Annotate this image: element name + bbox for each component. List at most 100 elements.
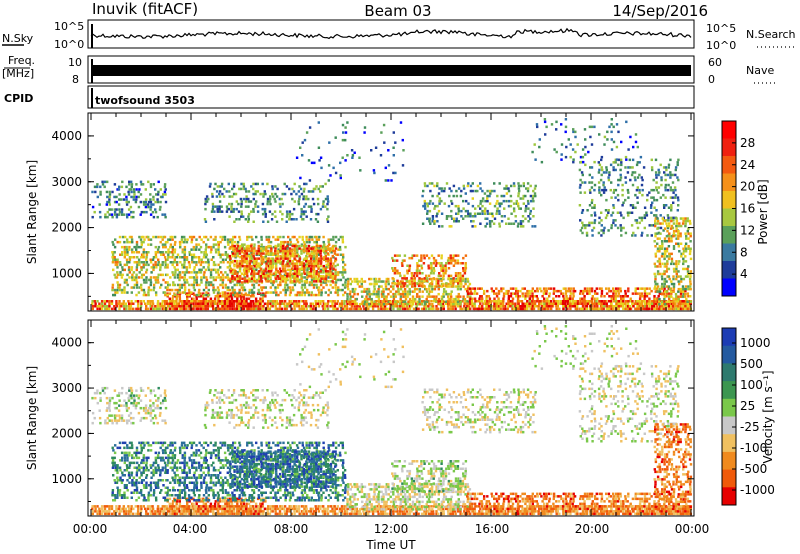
power-cell: [665, 300, 668, 303]
power-cell: [385, 280, 388, 283]
power-cell: [328, 243, 331, 246]
power-cell: [673, 186, 677, 189]
power-cell: [435, 305, 438, 308]
power-cell: [667, 163, 671, 167]
power-cell: [207, 266, 210, 269]
power-cell: [220, 182, 224, 186]
power-cell: [320, 277, 323, 280]
power-cell: [99, 307, 102, 311]
power-cell: [593, 302, 596, 305]
power-cell: [331, 277, 335, 280]
power-cell: [192, 235, 196, 239]
power-cell: [264, 267, 268, 270]
power-cell: [525, 307, 529, 311]
power-cell: [457, 212, 460, 215]
power-cell: [135, 286, 139, 289]
power-cell: [418, 282, 421, 286]
power-cell: [584, 181, 587, 184]
power-cell: [192, 286, 196, 289]
power-cell: [326, 220, 330, 223]
power-cell: [297, 200, 300, 203]
power-cell: [469, 307, 472, 311]
power-cell: [438, 225, 441, 228]
power-cell: [195, 273, 198, 277]
nsky-left-tick-bottom: 10^0: [54, 38, 84, 51]
power-cell: [450, 262, 453, 265]
power-cell: [283, 277, 286, 280]
power-cell: [679, 300, 682, 303]
power-cell: [313, 240, 316, 244]
power-cell: [353, 290, 356, 293]
power-cell: [122, 305, 126, 308]
power-cell: [671, 305, 675, 308]
power-cell: [640, 219, 644, 222]
power-cell: [483, 300, 487, 303]
power-cell: [334, 268, 337, 272]
power-cell: [301, 238, 304, 241]
power-cell: [305, 254, 308, 258]
power-cell: [587, 302, 591, 305]
power-cell: [211, 192, 214, 196]
power-cell: [477, 204, 480, 208]
power-cell: [221, 273, 225, 277]
power-cell: [340, 305, 343, 308]
power-cell: [622, 201, 625, 204]
freq-right-tick-top: 60: [708, 56, 722, 69]
power-cell: [427, 305, 430, 308]
power-cell: [327, 215, 330, 218]
power-cell: [455, 285, 458, 288]
power-cell: [561, 302, 564, 305]
power-cell: [624, 166, 627, 169]
power-cell: [218, 292, 222, 295]
power-cell: [497, 289, 501, 293]
power-cell: [608, 171, 611, 174]
power-cell: [489, 222, 492, 225]
power-cell: [631, 302, 634, 305]
power-cell: [130, 300, 133, 303]
power-cell: [247, 305, 251, 308]
power-cell: [653, 295, 656, 298]
power-cell: [486, 189, 489, 193]
power-cell: [602, 191, 606, 194]
power-cell: [291, 280, 294, 283]
power-cell: [531, 225, 534, 228]
power-cell: [163, 190, 167, 194]
power-cell: [238, 291, 241, 294]
power-cell: [209, 245, 213, 249]
power-cell: [277, 283, 280, 287]
power-cell: [495, 302, 498, 305]
power-cell: [183, 251, 187, 254]
power-cell: [670, 204, 673, 207]
power-cell: [279, 257, 282, 260]
power-cell: [266, 220, 270, 223]
power-cell: [387, 280, 390, 283]
power-cell: [396, 259, 399, 262]
power-cell: [322, 264, 325, 268]
power-cell: [127, 208, 131, 211]
power-cell: [607, 229, 610, 232]
power-cell: [308, 264, 311, 268]
power-cell: [181, 276, 184, 279]
power-cell: [416, 267, 419, 270]
power-cell: [188, 235, 192, 239]
power-cell: [145, 253, 149, 256]
power-cell: [368, 292, 371, 296]
power-cell: [331, 302, 334, 305]
power-cell: [240, 272, 244, 275]
power-cell: [469, 184, 473, 188]
power-cell: [276, 252, 279, 255]
power-cell: [442, 284, 445, 288]
power-cell: [307, 249, 311, 253]
power-cell: [238, 280, 241, 283]
power-cell: [126, 215, 129, 219]
power-cell: [429, 189, 432, 193]
power-cell: [428, 256, 431, 260]
power-cell: [310, 264, 314, 268]
power-cell: [334, 240, 338, 244]
power-cell: [308, 254, 311, 258]
power-cell: [442, 269, 445, 272]
power-cell: [531, 295, 534, 298]
power-cell: [289, 240, 292, 244]
power-cell: [598, 221, 601, 225]
power-cell: [433, 287, 437, 291]
